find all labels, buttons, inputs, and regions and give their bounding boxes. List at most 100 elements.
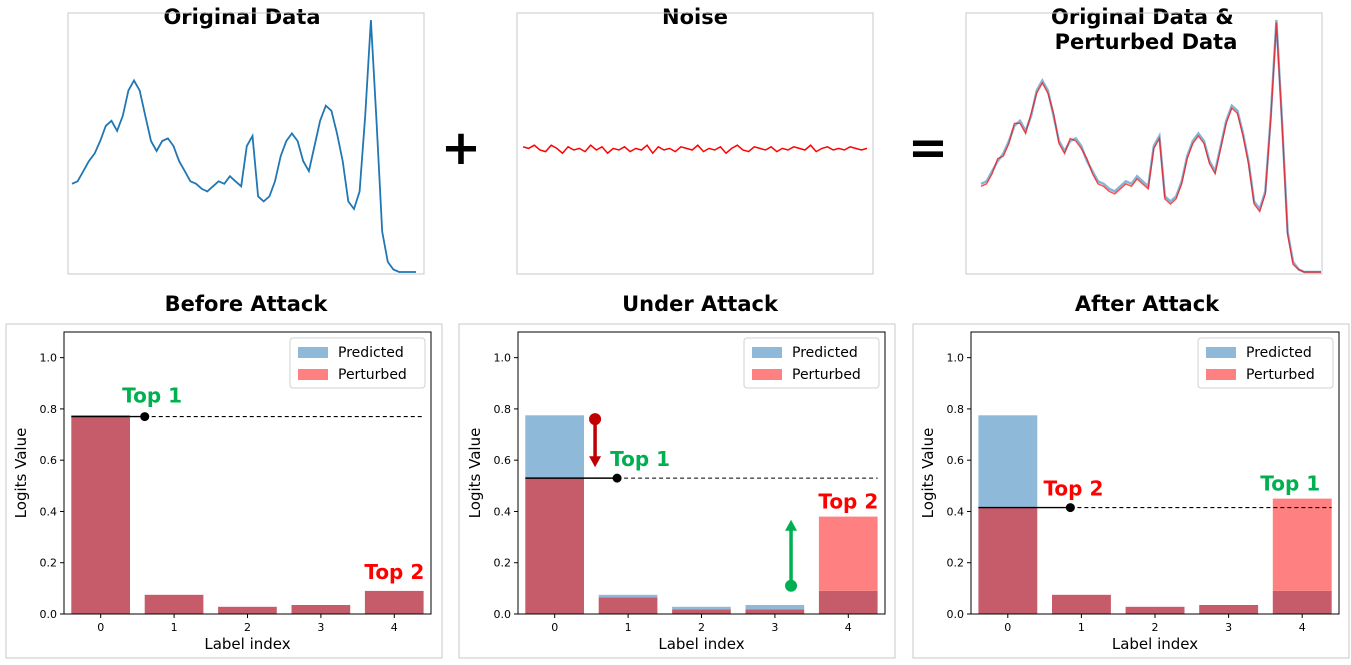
under-ytick-label-3: 0.6 <box>494 454 512 467</box>
under-legend-swatch-perturbed <box>752 369 782 380</box>
after-title: After Attack <box>1075 292 1220 316</box>
after-xtick-label-1: 1 <box>1078 621 1085 634</box>
combined-original-line <box>980 19 1321 274</box>
before-ytick-label-4: 0.8 <box>40 403 58 416</box>
combined-title-line-1: Original Data & <box>1051 5 1234 29</box>
bar-panels: Before Attack 0.0 0.2 0.4 0.6 0.8 1.0 0 1 2 3 4 Labe… <box>5 292 1350 659</box>
after-bar-overlap-4 <box>1272 590 1332 614</box>
under-title: Under Attack <box>622 292 779 316</box>
before-ytick-label-3: 0.6 <box>40 454 58 467</box>
panel-combined: Original Data & Perturbed Data <box>965 5 1323 275</box>
under-ytick-label-4: 0.8 <box>494 403 512 416</box>
under-xtick-label-0: 0 <box>551 621 558 634</box>
before-annotation-top1: Top 1 <box>122 384 182 408</box>
after-legend-label-perturbed: Perturbed <box>1246 367 1315 383</box>
before-threshold-marker <box>140 412 150 422</box>
after-bar-overlap-2 <box>1125 606 1185 614</box>
before-frame <box>5 323 443 659</box>
before-bar-overlap-4 <box>364 590 424 614</box>
after-legend-swatch-perturbed <box>1206 369 1236 380</box>
after-bar-perturbed-4 <box>1272 498 1332 591</box>
panel-after-attack: After Attack 0.0 0.2 0.4 0.6 0.8 1.0 0 1 2 3 4 Label… <box>912 292 1350 659</box>
noise-title: Noise <box>662 5 728 29</box>
before-legend-swatch-predicted <box>298 347 328 358</box>
noise-frame <box>516 12 874 275</box>
plus-operator: + <box>441 120 481 176</box>
after-frame <box>912 323 1350 659</box>
under-bar-predicted-1 <box>598 594 658 598</box>
after-annotation-top2: Top 2 <box>1043 477 1103 501</box>
equals-operator: = <box>908 120 948 176</box>
under-ylabel: Logits Value <box>466 428 484 519</box>
before-ytick-label-2: 0.4 <box>40 505 58 518</box>
combined-perturbed-line <box>980 22 1321 273</box>
under-legend-swatch-predicted <box>752 347 782 358</box>
after-xlabel: Label index <box>1112 635 1198 653</box>
before-annotation-top2: Top 2 <box>364 560 424 584</box>
under-xtick-label-2: 2 <box>698 621 705 634</box>
before-bar-overlap-2 <box>218 606 277 614</box>
before-ylabel: Logits Value <box>12 428 30 519</box>
under-ytick-label-0: 0.0 <box>494 608 512 621</box>
after-threshold-marker <box>1065 503 1075 513</box>
after-ytick-label-4: 0.8 <box>947 403 965 416</box>
panel-original-data: Original Data <box>67 5 425 275</box>
under-xlabel: Label index <box>658 635 744 653</box>
after-legend-swatch-predicted <box>1206 347 1236 358</box>
before-ytick-label-0: 0.0 <box>40 608 58 621</box>
under-frame <box>458 323 896 659</box>
after-bar-predicted-0 <box>978 415 1038 508</box>
under-bar-overlap-0 <box>525 478 584 614</box>
after-ytick-label-0: 0.0 <box>947 608 965 621</box>
after-bar-overlap-0 <box>978 507 1038 614</box>
under-bar-perturbed-4 <box>818 516 878 591</box>
under-legend-label-predicted: Predicted <box>792 345 858 361</box>
after-xtick-label-0: 0 <box>1004 621 1011 634</box>
original-data-line <box>71 19 416 273</box>
panel-under-attack: Under Attack 0.0 0.2 0.4 0.6 0.8 1.0 0 1 2 3 4 Label… <box>458 292 896 659</box>
after-ytick-label-2: 0.4 <box>947 505 965 518</box>
under-ytick-label-5: 1.0 <box>494 352 512 365</box>
under-bar-overlap-4 <box>818 590 878 614</box>
after-bar-overlap-1 <box>1052 594 1111 614</box>
before-xtick-label-0: 0 <box>97 621 104 634</box>
under-annotation-top1: Top 1 <box>610 447 670 471</box>
before-legend-label-perturbed: Perturbed <box>338 367 407 383</box>
under-ytick-label-2: 0.4 <box>494 505 512 518</box>
before-xlabel: Label index <box>204 635 290 653</box>
before-xtick-label-3: 3 <box>317 621 324 634</box>
under-threshold-marker <box>612 473 622 483</box>
after-annotation-top1: Top 1 <box>1260 472 1320 496</box>
before-xtick-label-4: 4 <box>391 621 398 634</box>
under-annotation-top2: Top 2 <box>818 490 878 514</box>
panel-before-attack: Before Attack 0.0 0.2 0.4 0.6 0.8 1.0 0 1 2 3 4 Labe… <box>5 292 443 659</box>
combined-title: Original Data & Perturbed Data <box>1051 5 1241 54</box>
noise-line <box>522 144 868 155</box>
after-ytick-label-1: 0.2 <box>947 557 965 570</box>
combined-frame <box>965 12 1323 275</box>
under-arrow-down-icon <box>589 456 602 468</box>
under-bar-predicted-3 <box>745 605 805 610</box>
before-xtick-label-2: 2 <box>244 621 251 634</box>
after-xtick-label-4: 4 <box>1299 621 1306 634</box>
before-bar-overlap-1 <box>144 594 204 614</box>
after-legend-label-predicted: Predicted <box>1246 345 1312 361</box>
original-data-title: Original Data <box>163 5 320 29</box>
under-xtick-label-4: 4 <box>845 621 852 634</box>
before-ytick-label-5: 1.0 <box>40 352 58 365</box>
after-ytick-label-5: 1.0 <box>947 352 965 365</box>
panel-noise: Noise <box>516 5 874 275</box>
after-bar-overlap-3 <box>1199 605 1259 614</box>
before-ytick-label-1: 0.2 <box>40 557 58 570</box>
under-bar-predicted-2 <box>672 606 731 610</box>
under-legend-label-perturbed: Perturbed <box>792 367 861 383</box>
under-ytick-label-1: 0.2 <box>494 557 512 570</box>
before-bar-overlap-0 <box>71 415 130 614</box>
after-xtick-label-2: 2 <box>1152 621 1159 634</box>
original-data-frame <box>67 12 425 275</box>
after-ylabel: Logits Value <box>919 428 937 519</box>
before-legend-label-predicted: Predicted <box>338 345 404 361</box>
combined-title-line-2: Perturbed Data <box>1055 30 1238 54</box>
